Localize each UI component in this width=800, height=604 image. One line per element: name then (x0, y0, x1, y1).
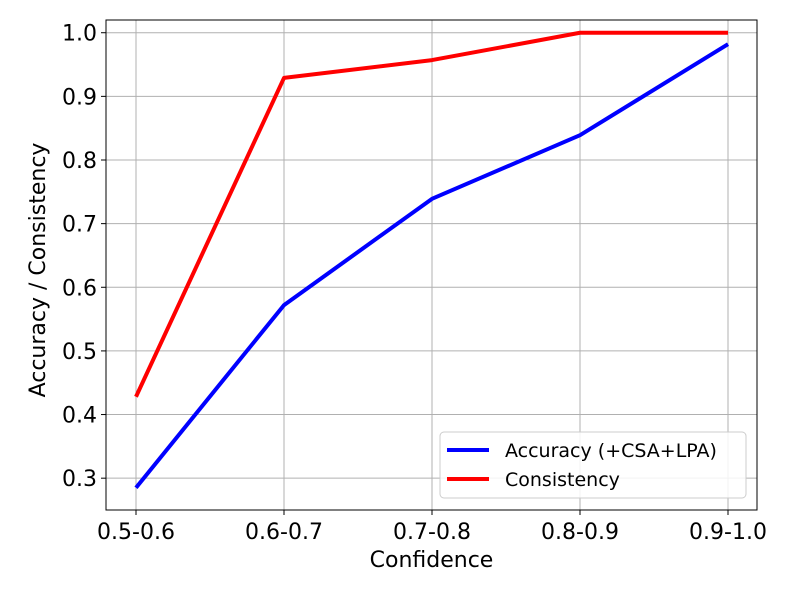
y-axis-label: Accuracy / Consistency (26, 143, 51, 398)
legend-label: Accuracy (+CSA+LPA) (505, 440, 717, 462)
x-tick-label: 0.6-0.7 (245, 520, 323, 545)
y-tick-label: 0.5 (62, 340, 97, 365)
y-tick-label: 0.6 (62, 276, 97, 301)
x-tick-label: 0.7-0.8 (393, 520, 471, 545)
series-line-accuracy (134, 42, 730, 489)
x-axis-ticks: 0.5-0.6 0.6-0.7 0.7-0.8 0.8-0.9 0.9-1.0 (97, 510, 767, 545)
legend-box (439, 431, 747, 499)
x-tick-label: 0.8-0.9 (541, 520, 619, 545)
y-axis-ticks: 0.3 0.4 0.5 0.6 0.7 0.8 0.9 1.0 (62, 22, 106, 492)
y-tick-label: 0.8 (62, 149, 97, 174)
y-tick-label: 0.9 (62, 85, 97, 110)
y-tick-label: 1.0 (62, 22, 97, 47)
x-axis-label: Confidence (370, 548, 494, 573)
y-tick-label: 0.4 (62, 404, 97, 429)
y-tick-label: 0.3 (62, 467, 97, 492)
x-tick-label: 0.9-1.0 (689, 520, 767, 545)
legend-label: Consistency (505, 469, 620, 491)
series-line-consistency (134, 30, 728, 398)
series-lines (134, 30, 730, 489)
legend: Accuracy (+CSA+LPA) Consistency (439, 431, 747, 499)
y-tick-label: 0.7 (62, 213, 97, 238)
x-tick-label: 0.5-0.6 (97, 520, 175, 545)
